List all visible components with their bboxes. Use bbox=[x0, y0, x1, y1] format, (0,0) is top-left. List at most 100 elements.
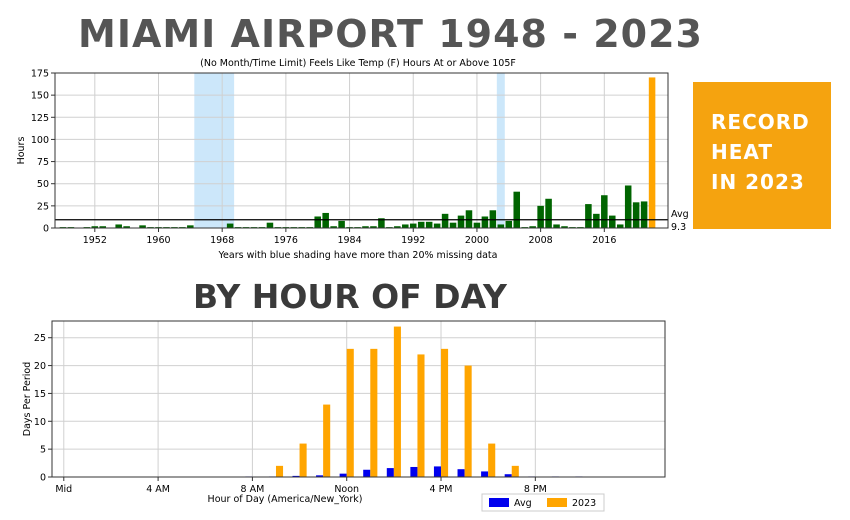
bar-2017 bbox=[609, 215, 616, 228]
x-tick-label: 1952 bbox=[83, 235, 107, 246]
y-tick-label: 150 bbox=[31, 91, 49, 102]
x-tick-label: 2000 bbox=[465, 235, 489, 246]
missing-data-shading bbox=[194, 73, 505, 228]
bar-2009 bbox=[545, 198, 552, 228]
bar-avg-h12 bbox=[339, 473, 347, 477]
bar-2010 bbox=[553, 224, 560, 228]
bar-2023-h13 bbox=[370, 348, 378, 477]
bar-1953 bbox=[99, 226, 107, 228]
bar-2023-h15 bbox=[417, 354, 425, 477]
bar-1988 bbox=[378, 218, 385, 228]
shaded-range-1 bbox=[496, 73, 505, 228]
bar-avg-h15 bbox=[410, 466, 418, 477]
chart1-y-axis-label: Hours bbox=[16, 137, 27, 165]
chart1-title: (No Month/Time Limit) Feels Like Temp (F… bbox=[200, 58, 516, 69]
legend-label-2023: 2023 bbox=[572, 498, 596, 509]
x-tick-label: Noon bbox=[334, 484, 359, 495]
bar-2023-h17 bbox=[464, 365, 472, 477]
legend-swatch-avg bbox=[489, 498, 509, 507]
bar-1964 bbox=[187, 225, 194, 228]
x-tick-label: 1968 bbox=[210, 235, 234, 246]
bar-2008 bbox=[537, 205, 544, 228]
y-tick-label: 25 bbox=[34, 333, 46, 344]
y-tick-label: 100 bbox=[31, 135, 49, 146]
record-heat-callout: RECORD HEAT IN 2023 bbox=[693, 82, 831, 229]
bar-1997 bbox=[449, 222, 457, 228]
bar-1956 bbox=[123, 226, 130, 228]
bar-avg-h19 bbox=[504, 474, 512, 477]
y-tick-label: 0 bbox=[40, 473, 46, 484]
average-value: 9.3 bbox=[671, 222, 686, 233]
y-tick-label: 175 bbox=[31, 69, 49, 80]
chart2-legend: Avg 2023 bbox=[481, 493, 605, 512]
chart2-y-axis-label: Days Per Period bbox=[22, 362, 33, 437]
bar-2023-h12 bbox=[346, 348, 354, 477]
bar-2019 bbox=[624, 185, 632, 228]
bar-2023-h10 bbox=[299, 443, 307, 477]
bar-2015 bbox=[593, 213, 600, 228]
y-tick-label: 0 bbox=[43, 224, 49, 235]
y-tick-label: 20 bbox=[34, 361, 46, 372]
chart1-x-axis-label: Years with blue shading have more than 2… bbox=[218, 250, 498, 261]
y-tick-label: 10 bbox=[34, 417, 46, 428]
bar-2003 bbox=[497, 224, 505, 228]
main-title: MIAMI AIRPORT 1948 - 2023 bbox=[78, 12, 703, 56]
bar-1969 bbox=[226, 223, 234, 228]
y-tick-label: 75 bbox=[37, 157, 49, 168]
x-tick-label: 2016 bbox=[592, 235, 616, 246]
bar-2005 bbox=[513, 191, 521, 228]
bar-avg-h11 bbox=[316, 475, 324, 477]
bar-2022 bbox=[648, 77, 656, 228]
chart2-frame bbox=[51, 320, 666, 478]
x-tick-label: 1992 bbox=[401, 235, 425, 246]
x-tick-label: 1976 bbox=[274, 235, 298, 246]
x-tick-label: Mid bbox=[55, 484, 72, 495]
bar-avg-h10 bbox=[292, 475, 300, 477]
bar-avg-h13 bbox=[363, 469, 371, 477]
bar-1980 bbox=[314, 216, 321, 228]
bar-1993 bbox=[417, 221, 425, 228]
bar-1992 bbox=[409, 223, 417, 228]
bar-2007 bbox=[529, 226, 536, 228]
bar-2001 bbox=[481, 216, 489, 228]
y-tick-label: 50 bbox=[37, 179, 49, 190]
bar-2014 bbox=[585, 204, 592, 228]
bar-2023-h16 bbox=[441, 348, 449, 477]
x-tick-label: 4 AM bbox=[146, 484, 170, 495]
bar-avg-h17 bbox=[457, 469, 465, 477]
x-tick-label: 1984 bbox=[337, 235, 361, 246]
bar-2020 bbox=[632, 202, 640, 228]
bar-1986 bbox=[362, 226, 369, 228]
chart2-gridlines bbox=[52, 321, 665, 478]
bar-2018 bbox=[616, 224, 624, 228]
x-tick-label: 4 PM bbox=[430, 484, 453, 495]
callout-line-1: RECORD bbox=[711, 110, 810, 134]
bar-1974 bbox=[266, 222, 274, 228]
bar-1995 bbox=[433, 223, 441, 228]
y-tick-label: 125 bbox=[31, 113, 49, 124]
section-title: BY HOUR OF DAY bbox=[193, 277, 507, 316]
bar-2023-h11 bbox=[323, 404, 331, 477]
chart1-frame bbox=[54, 72, 669, 229]
bar-2023-h19 bbox=[511, 465, 519, 477]
callout-line-3: IN 2023 bbox=[711, 170, 805, 194]
bar-1994 bbox=[425, 221, 433, 228]
x-tick-label: 8 PM bbox=[524, 484, 547, 495]
legend-label-avg: Avg bbox=[514, 498, 532, 509]
chart1-x-ticks: 1952 1960 1968 1976 1984 1992 2000 2008 2016 bbox=[83, 228, 616, 246]
bar-1998 bbox=[457, 215, 465, 228]
bar-1996 bbox=[441, 213, 449, 228]
x-tick-label: 2008 bbox=[529, 235, 553, 246]
x-tick-label: 1960 bbox=[146, 235, 170, 246]
x-tick-label: 8 AM bbox=[241, 484, 265, 495]
bar-1958 bbox=[139, 225, 146, 228]
chart2-x-ticks: Mid 4 AM 8 AM Noon 4 PM 8 PM bbox=[55, 477, 547, 495]
y-tick-label: 15 bbox=[34, 389, 46, 400]
bar-1981 bbox=[322, 212, 329, 228]
chart2-x-axis-label: Hour of Day (America/New_York) bbox=[208, 494, 363, 505]
bar-1982 bbox=[330, 226, 337, 228]
bar-avg-h16 bbox=[433, 466, 442, 477]
callout-line-2: HEAT bbox=[711, 140, 773, 164]
